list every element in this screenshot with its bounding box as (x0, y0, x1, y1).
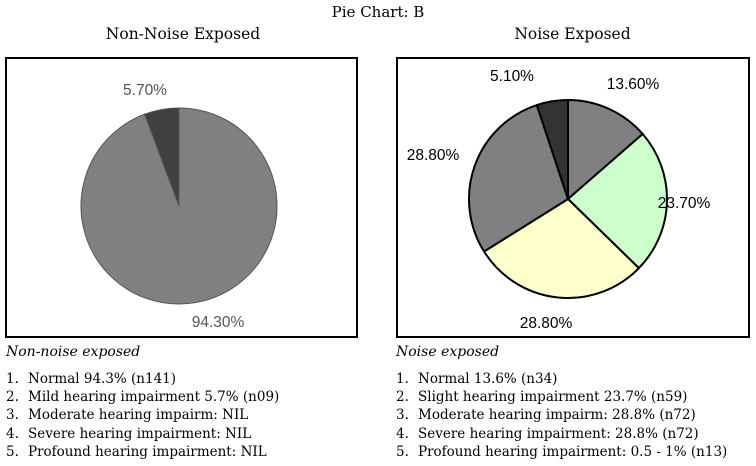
legend-item: 2. Mild hearing impairment 5.7% (n09) (6, 389, 280, 406)
legend-item: 5. Profound hearing impairment: 0.5 - 1% … (396, 443, 728, 460)
legend-item: 2. Slight hearing impairment 23.7% (n59) (396, 389, 688, 406)
pie-svg-non-noise: 94.30% 5.70% (80, 82, 278, 331)
legend-heading-noise: Noise exposed (396, 344, 500, 360)
pie-slice-3 (468, 104, 569, 253)
legend-list-noise: 1. Normal 13.6% (n34) 2. Slight hearing im… (396, 370, 727, 461)
pie-slice-0 (567, 99, 644, 200)
pie-chart-non-noise: 94.30% 5.70% (5, 57, 358, 338)
legend-list-non-noise: 1. Normal 94.3% (n141) 2. Mild hearing imp… (6, 370, 279, 461)
chart-title-non-noise: Non-Noise Exposed (105, 25, 261, 43)
legend-item: 4. Severe hearing impairment: 28.8% (n72) (396, 425, 699, 442)
pie-slice-2 (483, 198, 640, 299)
legend-heading-non-noise: Non-noise exposed (6, 344, 141, 360)
pie-chart-noise: 13.60% 23.70% 28.80% 28.80% 5.10% (396, 57, 750, 338)
legend-item: 1. Normal 94.3% (n141) (6, 371, 177, 387)
slice-label-0: 94.30% (192, 314, 245, 331)
slice-label-1: 23.70% (658, 195, 711, 212)
chart-title-noise: Noise Exposed (514, 25, 631, 43)
page-title: Pie Chart: B (331, 3, 425, 21)
pie-slice-1 (567, 133, 668, 270)
legend-item: 3. Moderate hearing impairm: 28.8% (n72) (396, 407, 696, 424)
slice-label-3: 28.80% (407, 147, 460, 164)
legend-item: 5. Profound hearing impairment: NIL (6, 443, 267, 460)
pie-svg-noise: 13.60% 23.70% 28.80% 28.80% 5.10% (407, 68, 711, 332)
legend-item: 3. Moderate hearing impairm: NIL (6, 407, 249, 424)
slice-label-2: 28.80% (520, 315, 573, 332)
pie-slice-4 (535, 99, 569, 200)
slice-label-4: 5.10% (490, 68, 534, 85)
slice-label-0: 13.60% (607, 76, 660, 93)
legend-item: 4. Severe hearing impairment: NIL (6, 425, 252, 442)
legend-item: 1. Normal 13.6% (n34) (396, 371, 558, 387)
pie-slice-1 (144, 107, 180, 207)
slice-label-1: 5.70% (123, 82, 167, 99)
